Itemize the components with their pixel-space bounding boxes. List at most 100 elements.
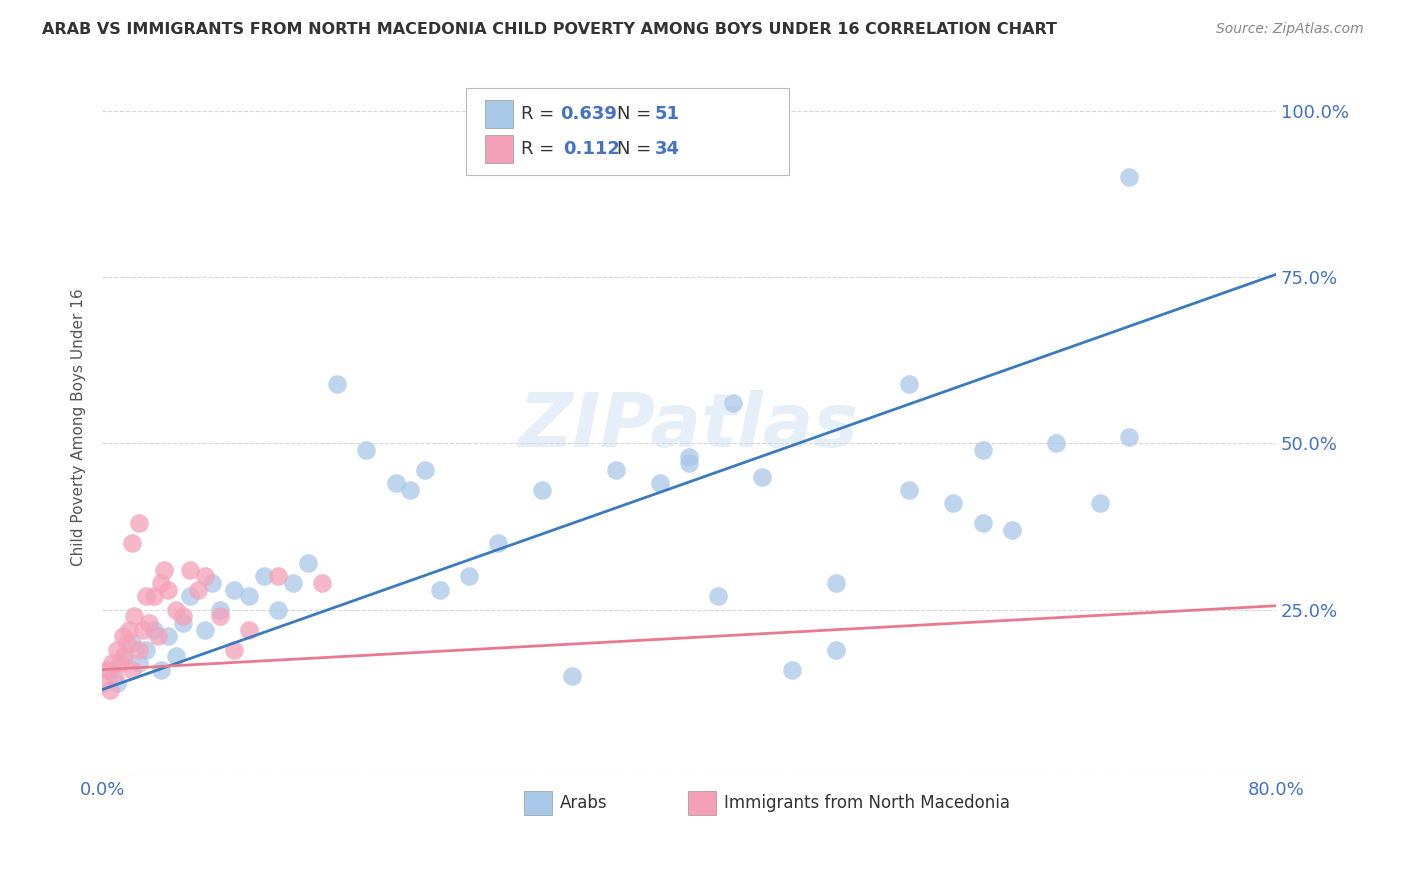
Text: R =: R = xyxy=(522,105,560,123)
Point xyxy=(898,376,921,391)
Text: 0.639: 0.639 xyxy=(560,105,617,123)
Point xyxy=(187,582,209,597)
Point xyxy=(128,642,150,657)
Point xyxy=(486,536,509,550)
Point xyxy=(399,483,422,497)
Point xyxy=(238,623,260,637)
Text: Immigrants from North Macedonia: Immigrants from North Macedonia xyxy=(724,795,1011,813)
Point xyxy=(135,590,157,604)
Point xyxy=(149,663,172,677)
Point xyxy=(135,642,157,657)
Point xyxy=(707,590,730,604)
Point xyxy=(153,563,176,577)
Point xyxy=(98,682,121,697)
Point xyxy=(172,615,194,630)
Point xyxy=(1045,436,1067,450)
FancyBboxPatch shape xyxy=(688,791,716,815)
Point xyxy=(98,663,121,677)
Point xyxy=(201,576,224,591)
Point xyxy=(165,603,187,617)
Y-axis label: Child Poverty Among Boys Under 16: Child Poverty Among Boys Under 16 xyxy=(72,288,86,566)
Point xyxy=(326,376,349,391)
Point xyxy=(208,609,231,624)
Point xyxy=(1001,523,1024,537)
Point xyxy=(1118,430,1140,444)
Point xyxy=(172,609,194,624)
Point xyxy=(824,642,846,657)
Point xyxy=(124,609,146,624)
Text: ZIPatlas: ZIPatlas xyxy=(519,391,859,463)
FancyBboxPatch shape xyxy=(523,791,551,815)
Point xyxy=(111,629,134,643)
Point xyxy=(281,576,304,591)
Point xyxy=(194,623,217,637)
Point xyxy=(648,476,671,491)
Text: 51: 51 xyxy=(655,105,681,123)
Point xyxy=(531,483,554,497)
Point xyxy=(138,615,160,630)
Point xyxy=(142,623,165,637)
Point xyxy=(678,456,700,470)
Point xyxy=(157,629,180,643)
FancyBboxPatch shape xyxy=(485,101,513,128)
FancyBboxPatch shape xyxy=(465,88,789,175)
Point xyxy=(115,636,138,650)
Text: 34: 34 xyxy=(655,140,681,158)
Point xyxy=(132,623,155,637)
Point xyxy=(561,669,583,683)
Point xyxy=(238,590,260,604)
Text: 0.112: 0.112 xyxy=(564,140,620,158)
Point xyxy=(942,496,965,510)
Point xyxy=(105,676,128,690)
Point xyxy=(112,649,135,664)
FancyBboxPatch shape xyxy=(485,135,513,162)
Point xyxy=(297,556,319,570)
Point xyxy=(165,649,187,664)
Point xyxy=(721,396,744,410)
Text: Source: ZipAtlas.com: Source: ZipAtlas.com xyxy=(1216,22,1364,37)
Point xyxy=(1088,496,1111,510)
Point xyxy=(252,569,274,583)
Point xyxy=(384,476,406,491)
Point xyxy=(112,649,135,664)
Point xyxy=(128,656,150,670)
Point xyxy=(605,463,627,477)
Point xyxy=(824,576,846,591)
Point xyxy=(142,590,165,604)
Point xyxy=(194,569,217,583)
Point xyxy=(429,582,451,597)
Point xyxy=(413,463,436,477)
Point xyxy=(117,623,139,637)
Point xyxy=(105,642,128,657)
Text: Arabs: Arabs xyxy=(560,795,607,813)
Point xyxy=(121,663,143,677)
Point xyxy=(458,569,481,583)
Point xyxy=(128,516,150,531)
Point xyxy=(267,569,290,583)
Point xyxy=(146,629,169,643)
Point xyxy=(121,536,143,550)
Point xyxy=(96,663,118,677)
Point xyxy=(678,450,700,464)
Text: ARAB VS IMMIGRANTS FROM NORTH MACEDONIA CHILD POVERTY AMONG BOYS UNDER 16 CORREL: ARAB VS IMMIGRANTS FROM NORTH MACEDONIA … xyxy=(42,22,1057,37)
Point xyxy=(103,669,125,683)
Point xyxy=(267,603,290,617)
Point xyxy=(149,576,172,591)
Point xyxy=(972,516,994,531)
Text: N =: N = xyxy=(617,140,658,158)
Text: R =: R = xyxy=(522,140,567,158)
Point xyxy=(157,582,180,597)
Point xyxy=(751,469,773,483)
Point xyxy=(101,656,124,670)
Point xyxy=(179,563,201,577)
Point xyxy=(179,590,201,604)
Point xyxy=(356,443,378,458)
Text: N =: N = xyxy=(617,105,658,123)
Point xyxy=(121,636,143,650)
Point xyxy=(91,676,114,690)
Point xyxy=(208,603,231,617)
Point xyxy=(972,443,994,458)
Point xyxy=(898,483,921,497)
Point xyxy=(224,582,246,597)
Point xyxy=(108,656,131,670)
